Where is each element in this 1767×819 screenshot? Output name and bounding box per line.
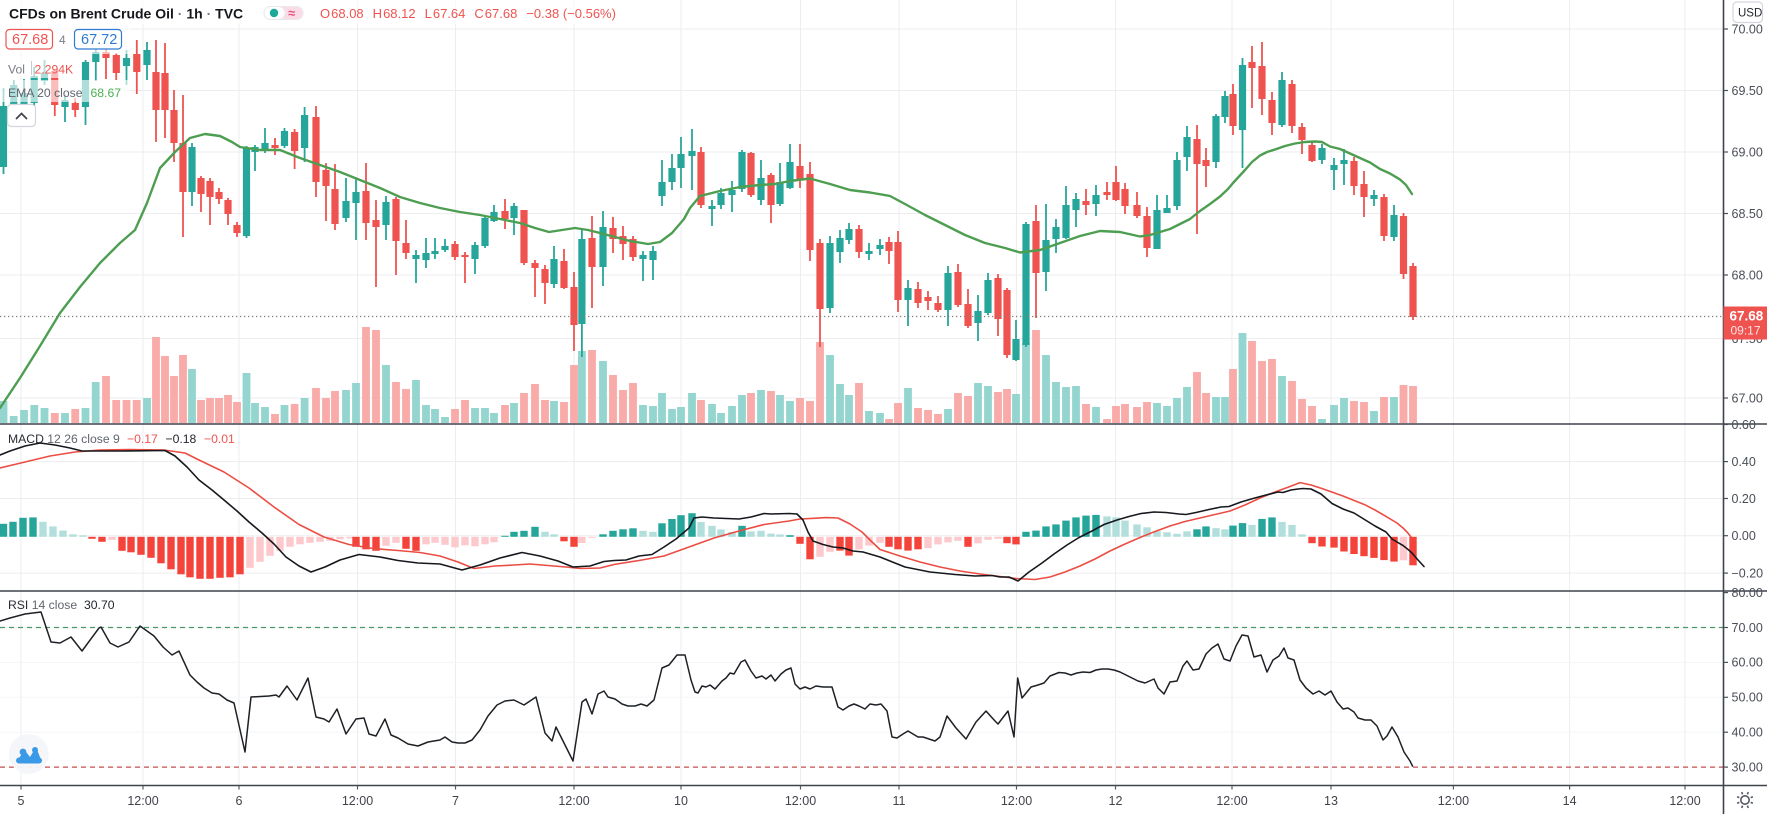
svg-text:USD: USD — [1738, 8, 1762, 20]
svg-text:67.00: 67.00 — [1732, 391, 1763, 405]
svg-text:12:00: 12:00 — [1438, 794, 1469, 808]
svg-text:12:00: 12:00 — [1669, 794, 1700, 808]
svg-text:−0.18: −0.18 — [166, 432, 197, 446]
svg-text:30.00: 30.00 — [1732, 760, 1763, 774]
svg-text:0.20: 0.20 — [1732, 492, 1756, 506]
svg-text:4: 4 — [59, 33, 66, 47]
svg-text:60.00: 60.00 — [1732, 656, 1763, 670]
svg-text:68.50: 68.50 — [1732, 207, 1763, 221]
svg-text:13: 13 — [1324, 794, 1338, 808]
svg-text:69.00: 69.00 — [1732, 145, 1763, 159]
svg-text:40.00: 40.00 — [1732, 726, 1763, 740]
svg-text:−0.20: −0.20 — [1732, 566, 1764, 580]
svg-text:12:00: 12:00 — [558, 794, 589, 808]
svg-text:Vol: Vol — [8, 63, 25, 77]
svg-text:2.294K: 2.294K — [35, 63, 74, 77]
svg-text:69.50: 69.50 — [1732, 84, 1763, 98]
svg-text:EMA 20 close: EMA 20 close — [8, 86, 83, 100]
svg-text:6: 6 — [236, 794, 243, 808]
svg-text:70.00: 70.00 — [1732, 621, 1763, 635]
svg-text:12:00: 12:00 — [1216, 794, 1247, 808]
svg-text:50.00: 50.00 — [1732, 691, 1763, 705]
svg-text:68.00: 68.00 — [1732, 268, 1763, 282]
svg-text:12:00: 12:00 — [1001, 794, 1032, 808]
svg-text:14: 14 — [1563, 794, 1577, 808]
svg-text:5: 5 — [18, 794, 25, 808]
svg-text:0.40: 0.40 — [1732, 455, 1756, 469]
svg-text:RSI 14 close: RSI 14 close — [8, 598, 77, 612]
svg-text:12: 12 — [1109, 794, 1123, 808]
svg-text:−0.01: −0.01 — [204, 432, 235, 446]
svg-text:MACD 12 26 close 9: MACD 12 26 close 9 — [8, 432, 120, 446]
svg-text:0.00: 0.00 — [1732, 529, 1756, 543]
svg-text:12:00: 12:00 — [342, 794, 373, 808]
svg-text:10: 10 — [674, 794, 688, 808]
svg-text:12:00: 12:00 — [785, 794, 816, 808]
svg-text:≈: ≈ — [288, 6, 295, 21]
svg-text:12:00: 12:00 — [127, 794, 158, 808]
svg-text:80.00: 80.00 — [1732, 586, 1763, 600]
svg-text:CFDs on Brent Crude Oil · 1h ·: CFDs on Brent Crude Oil · 1h · TVC — [9, 6, 243, 22]
svg-text:7: 7 — [452, 794, 459, 808]
svg-text:70.00: 70.00 — [1732, 22, 1763, 36]
svg-text:0.60: 0.60 — [1732, 418, 1756, 432]
svg-text:67.72: 67.72 — [81, 32, 117, 48]
svg-text:68.67: 68.67 — [91, 86, 122, 100]
svg-text:67.68: 67.68 — [1730, 309, 1764, 324]
svg-text:09:17: 09:17 — [1731, 324, 1761, 338]
svg-text:−0.17: −0.17 — [127, 432, 158, 446]
svg-text:30.70: 30.70 — [84, 598, 115, 612]
svg-text:67.68: 67.68 — [12, 32, 48, 48]
svg-text:11: 11 — [893, 794, 906, 808]
